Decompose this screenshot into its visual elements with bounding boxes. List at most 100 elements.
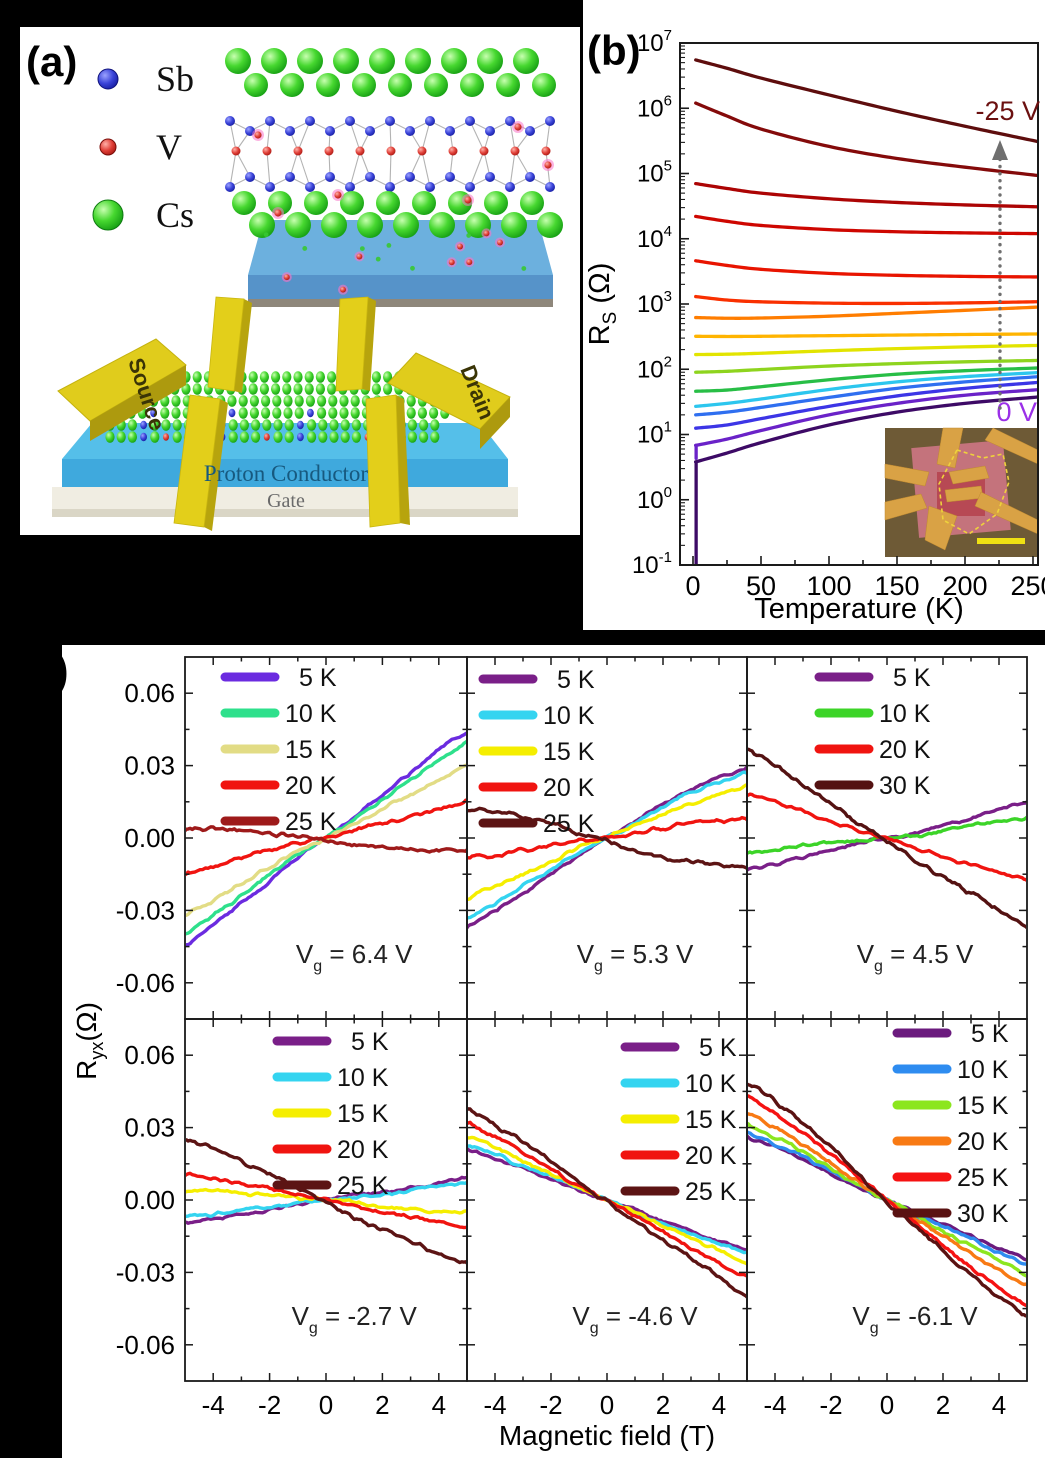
x-tick-label: -4	[483, 1390, 506, 1420]
y-tick-label: -0.03	[116, 895, 175, 925]
panel-c-hall-charts: ) 0.06 0.03 0.00 -0.03 -0.06 5 K 10 K 15 K 20 K 2…	[54, 645, 1045, 1458]
y-tick-label: 104	[637, 223, 672, 253]
temperature-legend: 5 K 10 K 15 K 20 K 25 K	[620, 1034, 737, 1206]
legend-label: 20 K	[543, 774, 595, 802]
legend-label: 25 K	[685, 1178, 737, 1206]
hall-curve-20K	[186, 1171, 466, 1230]
rs-curve-vg-step-11	[694, 259, 1037, 279]
rs-curve-vg-step-7	[694, 343, 1037, 357]
temperature-legend: 5 K 10 K 20 K 30 K	[814, 664, 931, 800]
legend-label: 25 K	[285, 808, 337, 836]
legend-label: 15 K	[285, 736, 337, 764]
y-axis-title: RS (Ω)	[584, 263, 621, 346]
hall-curve-10K	[468, 770, 746, 920]
legend-label: 10 K	[337, 1064, 389, 1092]
inset-scalebar	[977, 538, 1025, 544]
y-tick-label: -0.06	[116, 968, 175, 998]
rs-curve-vg-step-14	[694, 101, 1037, 178]
rs-vs-temperature-plot: 0 50 100 150 200 250 10-1 100 101 102 103 104 105 106…	[584, 27, 1045, 625]
arrow-head-icon	[992, 140, 1008, 160]
ryx-vs-field-grid: 0.060.030.00-0.03-0.065 K10 K15 K20 K25 …	[71, 656, 1028, 1451]
y-tick-label: 10-1	[632, 549, 672, 579]
annotation-minus25V: -25 V	[975, 96, 1040, 126]
y-tick-label: 0.06	[124, 1040, 175, 1070]
rs-curve-vg-step-4	[694, 370, 1037, 408]
panel-a-illustration: Sb V Cs Sou	[52, 48, 563, 531]
annotation-0V: 0 V	[996, 397, 1037, 427]
hall-subplot-Ryx_Vg_-4.6V: -4 -2 0 2 4 5 K 10 K 15 K 20 K 25 K Vg = -4.6 V	[466, 1018, 748, 1420]
legend-label: 20 K	[879, 736, 931, 764]
x-tick-label: 0	[319, 1390, 333, 1420]
legend-label: 5 K	[699, 1034, 737, 1062]
legend-label: 10 K	[285, 700, 337, 728]
panel-a-label: (a)	[26, 38, 78, 85]
x-tick-label: 4	[712, 1390, 726, 1420]
rs-curve--25 V	[694, 58, 1037, 144]
y-tick-label: 0.00	[124, 823, 175, 853]
x-tick-label: 0	[600, 1390, 614, 1420]
hall-curve-20K	[186, 798, 466, 877]
x-tick-label: 250	[1010, 571, 1045, 601]
temperature-legend: 5 K 10 K 15 K 20 K 25 K 30 K	[892, 1020, 1009, 1228]
legend-label: 10 K	[685, 1070, 737, 1098]
legend-label: 5 K	[351, 1028, 389, 1056]
legend-label: 20 K	[285, 772, 337, 800]
y-tick-label: 0.00	[124, 1185, 175, 1215]
rs-curve-vg-step-10	[694, 294, 1037, 306]
x-tick-label: 100	[806, 571, 851, 601]
y-tick-label: 100	[637, 484, 672, 514]
legend-label: 20 K	[685, 1142, 737, 1170]
probe-electrodes	[173, 296, 410, 531]
panel-b-label: (b)	[587, 27, 641, 74]
y-tick-label: -0.03	[116, 1257, 175, 1287]
x-tick-label: -2	[539, 1390, 562, 1420]
cs-label: Cs	[156, 195, 194, 235]
device-micrograph-inset	[884, 427, 1039, 557]
crystal-structure	[225, 48, 563, 307]
x-tick-label: 2	[936, 1390, 950, 1420]
legend-label: 15 K	[337, 1100, 389, 1128]
hall-curve-20K	[468, 815, 746, 860]
ticks	[185, 1019, 467, 1381]
temperature-legend: 5 K 10 K 15 K 20 K 25 K	[220, 664, 337, 836]
atom-legend: Sb V Cs	[92, 59, 194, 235]
rs-curve-0 V	[694, 395, 1037, 464]
hall-subplot-Ryx_Vg_-6.1V: -4 -2 0 2 4 5 K 10 K 15 K 20 K 25 K 30 K Vg = -6.1 …	[746, 1018, 1028, 1420]
rs-curve-vg-step-12	[694, 214, 1037, 236]
y-tick-label: 106	[637, 92, 672, 122]
legend-label: 30 K	[957, 1200, 1009, 1228]
rs-curve-vg-step-1	[694, 388, 1037, 448]
gate-voltage-label: Vg = 6.4 V	[296, 939, 413, 975]
legend-label: 15 K	[685, 1106, 737, 1134]
legend-label: 10 K	[957, 1056, 1009, 1084]
proton-conductor-label: Proton Conductor	[204, 461, 369, 486]
ticks	[185, 657, 467, 1019]
x-tick-label: 50	[746, 571, 776, 601]
hall-curve-25K	[468, 1107, 746, 1299]
gate-voltage-label: Vg = -2.7 V	[292, 1301, 418, 1337]
legend-label: 15 K	[543, 738, 595, 766]
gate-voltage-label: Vg = -4.6 V	[572, 1301, 698, 1337]
rs-curve-vg-step-6	[694, 358, 1037, 374]
hall-subplot-Ryx_Vg_-2.7V: 0.06 0.03 0.00 -0.03 -0.06 -4 -2 0 2 4 5 K 10 K 15 K…	[116, 1018, 468, 1420]
substrate-front-face	[248, 275, 553, 299]
panel-b-resistance-chart: (b) 0 50 100 150 200 250 10-1 100 101 102 103 104 10…	[583, 0, 1045, 630]
legend-label: 5 K	[557, 666, 595, 694]
hall-curve-25K	[186, 1138, 466, 1265]
x-axis-title: Magnetic field (T)	[499, 1420, 715, 1451]
rs-curve-vg-step-9	[694, 305, 1037, 320]
temperature-legend: 5 K 10 K 15 K 20 K 25 K	[272, 1028, 389, 1200]
y-tick-label: 0.03	[124, 751, 175, 781]
sb-atom-icon	[97, 68, 119, 90]
legend-label: 25 K	[957, 1164, 1009, 1192]
legend-label: 5 K	[299, 664, 337, 692]
legend-label: 30 K	[879, 772, 931, 800]
gate-voltage-label: Vg = 4.5 V	[857, 939, 974, 975]
x-axis-title: Temperature (K)	[754, 593, 964, 625]
y-tick-label: 0.06	[124, 678, 175, 708]
legend-label: 15 K	[957, 1092, 1009, 1120]
legend-label: 20 K	[337, 1136, 389, 1164]
y-tick-label: -0.06	[116, 1330, 175, 1360]
panel-c-label: )	[54, 646, 69, 695]
x-tick-label: -4	[763, 1390, 786, 1420]
